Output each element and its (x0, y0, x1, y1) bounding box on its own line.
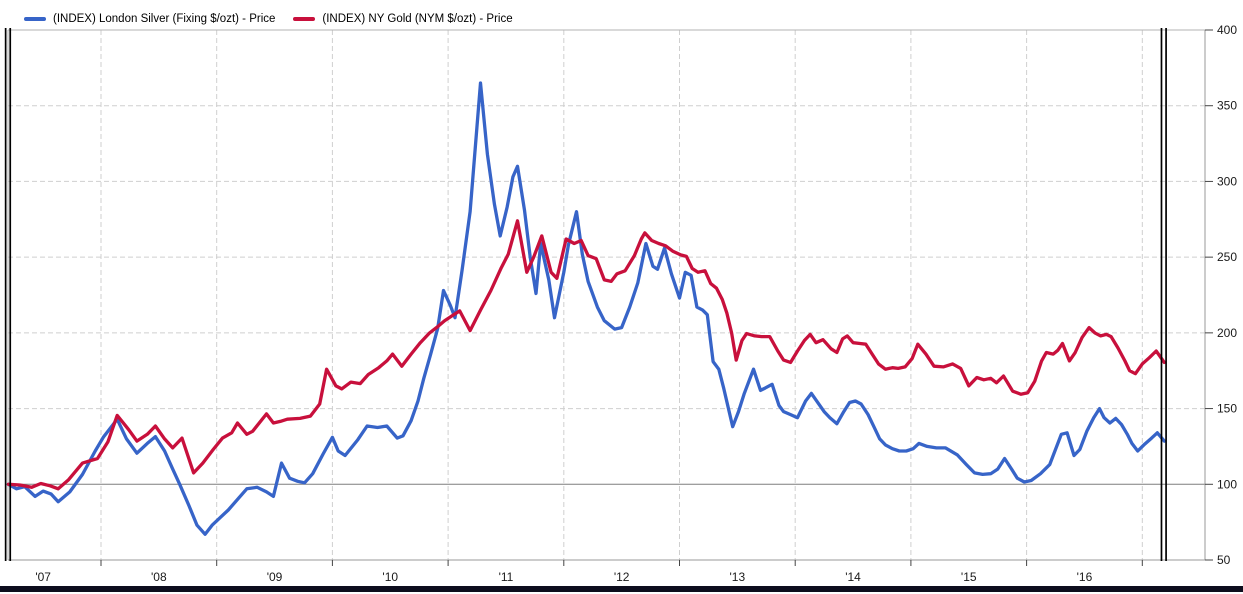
legend-item-gold[interactable]: (INDEX) NY Gold (NYM $/ozt) - Price (293, 13, 513, 25)
silver-series-line (6, 81, 1166, 536)
horizontal-scrollbar[interactable] (0, 586, 1243, 592)
legend-item-silver[interactable]: (INDEX) London Silver (Fixing $/ozt) - P… (24, 13, 275, 25)
x-axis-year-label: '07 (35, 570, 51, 584)
x-axis-year-label: '12 (614, 570, 630, 584)
y-axis-tick-label: 400 (1217, 23, 1237, 37)
y-axis-tick-label: 150 (1217, 402, 1237, 416)
y-axis-tick-label: 350 (1217, 99, 1237, 113)
x-axis-year-label: '13 (730, 570, 746, 584)
legend-label-silver: (INDEX) London Silver (Fixing $/ozt) - P… (53, 13, 276, 25)
y-axis-tick-label: 50 (1217, 553, 1231, 567)
x-axis-year-label: '14 (845, 570, 861, 584)
x-axis-year-label: '09 (267, 570, 283, 584)
gold-series-line (6, 219, 1166, 491)
y-axis-tick-label: 100 (1217, 477, 1237, 491)
y-axis-tick-label: 200 (1217, 326, 1237, 340)
y-axis-tick-label: 250 (1217, 250, 1237, 264)
chart-legend: (INDEX) London Silver (Fixing $/ozt) - P… (24, 13, 513, 25)
gold-line-swatch-icon (293, 17, 316, 21)
silver-line-swatch-icon (24, 17, 46, 21)
legend-label-gold: (INDEX) NY Gold (NYM $/ozt) - Price (322, 13, 513, 25)
x-axis-year-label: '16 (1077, 570, 1093, 584)
x-axis-year-label: '11 (499, 570, 514, 584)
y-axis-tick-label: 300 (1217, 174, 1237, 188)
x-axis-year-label: '08 (151, 570, 167, 584)
x-axis-year-label: '10 (382, 570, 398, 584)
x-axis-year-label: '15 (961, 570, 977, 584)
